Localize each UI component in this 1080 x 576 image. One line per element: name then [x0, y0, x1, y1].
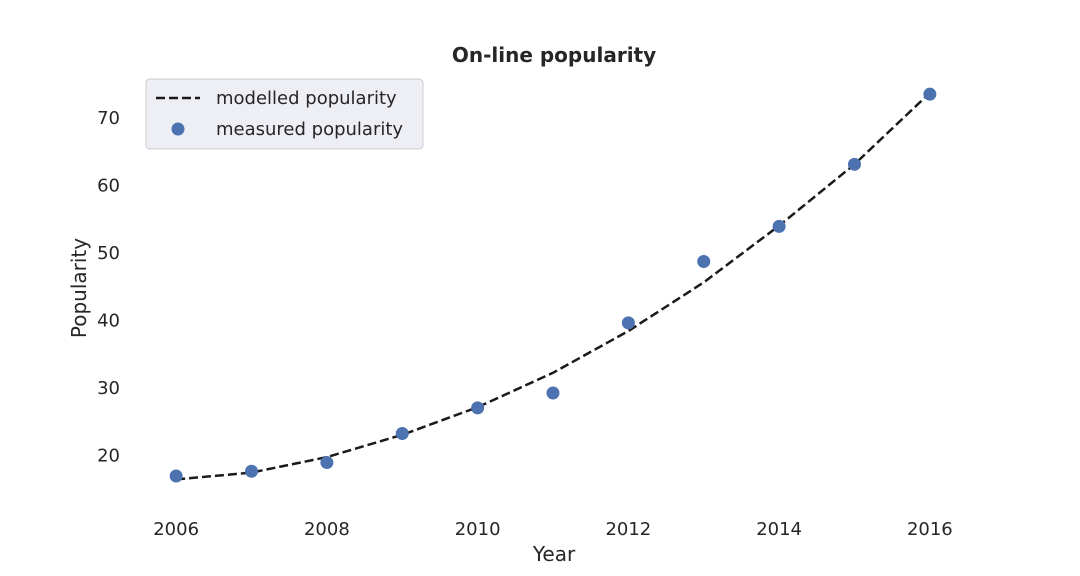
x-tick-label: 2010 — [455, 519, 501, 540]
x-tick-label: 2006 — [153, 519, 199, 540]
series-line-modelled — [175, 91, 931, 481]
x-tick-label: 2012 — [605, 519, 651, 540]
y-tick-label: 30 — [97, 378, 120, 399]
data-point-measured — [320, 456, 334, 469]
data-point-measured — [621, 316, 635, 330]
data-point-measured — [471, 401, 485, 415]
legend-box — [145, 78, 424, 150]
y-tick-label: 40 — [97, 310, 120, 331]
y-axis-label: Popularity — [67, 238, 91, 338]
plot-area — [169, 87, 937, 483]
data-point-measured — [169, 469, 183, 483]
y-tick-label: 70 — [97, 108, 120, 129]
y-axis-ticks: 20 30 40 50 60 70 — [97, 108, 120, 466]
legend-swatch-measured — [171, 122, 185, 136]
x-axis-label: Year — [532, 542, 576, 566]
y-tick-label: 20 — [97, 445, 120, 466]
data-point-measured — [923, 87, 937, 101]
data-point-measured — [395, 426, 409, 440]
chart-title: On-line popularity — [452, 43, 656, 67]
data-point-measured — [697, 254, 711, 268]
legend-label-modelled: modelled popularity — [216, 88, 397, 109]
x-tick-label: 2014 — [756, 519, 802, 540]
legend-label-measured: measured popularity — [216, 119, 403, 140]
legend: modelled popularity measured popularity — [145, 78, 424, 150]
y-tick-label: 50 — [97, 243, 120, 264]
data-point-measured — [847, 157, 861, 171]
y-tick-label: 60 — [97, 176, 120, 197]
x-tick-label: 2016 — [907, 519, 953, 540]
data-point-measured — [245, 464, 259, 478]
x-axis-ticks: 2006 2008 2010 2012 2014 2016 — [153, 519, 953, 540]
data-point-measured — [546, 386, 560, 400]
x-tick-label: 2008 — [304, 519, 350, 540]
data-point-measured — [772, 219, 786, 233]
